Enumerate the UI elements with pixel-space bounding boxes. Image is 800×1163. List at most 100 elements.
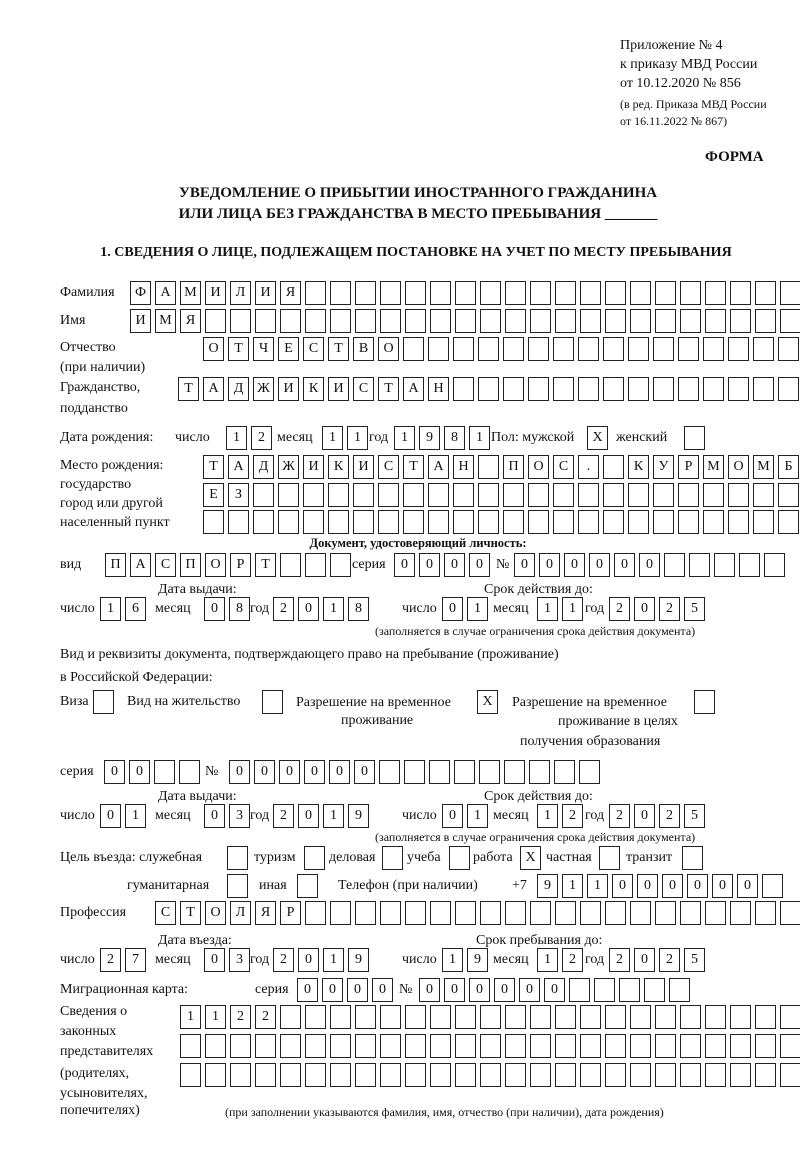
char-box[interactable] — [578, 510, 599, 534]
char-box[interactable] — [179, 760, 200, 784]
char-box[interactable]: А — [130, 553, 151, 577]
char-box[interactable] — [280, 309, 301, 333]
char-box[interactable] — [480, 1034, 501, 1058]
char-box[interactable] — [728, 377, 749, 401]
char-box[interactable]: С — [155, 901, 176, 925]
checkbox-box[interactable]: X — [520, 846, 541, 870]
checkbox-box[interactable] — [449, 846, 470, 870]
char-box[interactable]: Б — [778, 455, 799, 479]
char-box[interactable] — [505, 309, 526, 333]
char-box[interactable] — [655, 1005, 676, 1029]
char-box[interactable] — [680, 1005, 701, 1029]
char-box[interactable]: 0 — [442, 597, 463, 621]
checkbox-box[interactable]: X — [587, 426, 608, 450]
char-box[interactable]: 0 — [444, 553, 465, 577]
char-box[interactable] — [728, 510, 749, 534]
char-box[interactable] — [255, 1063, 276, 1087]
char-box[interactable] — [630, 1063, 651, 1087]
char-box[interactable] — [280, 1063, 301, 1087]
char-box[interactable] — [680, 901, 701, 925]
char-box[interactable]: 0 — [372, 978, 393, 1002]
char-box[interactable] — [780, 901, 800, 925]
char-box[interactable] — [553, 510, 574, 534]
char-box[interactable] — [605, 1005, 626, 1029]
checkbox-box[interactable] — [599, 846, 620, 870]
char-box[interactable]: Т — [228, 337, 249, 361]
char-box[interactable] — [530, 1005, 551, 1029]
char-box[interactable] — [680, 281, 701, 305]
char-box[interactable]: А — [428, 455, 449, 479]
char-box[interactable]: 2 — [609, 597, 630, 621]
char-box[interactable] — [630, 1005, 651, 1029]
char-box[interactable]: М — [155, 309, 176, 333]
char-box[interactable]: 2 — [562, 948, 583, 972]
char-box[interactable]: 1 — [469, 426, 490, 450]
char-box[interactable] — [619, 978, 640, 1002]
char-box[interactable] — [778, 337, 799, 361]
char-box[interactable] — [429, 760, 450, 784]
char-box[interactable] — [228, 510, 249, 534]
char-box[interactable]: 2 — [273, 948, 294, 972]
char-box[interactable] — [678, 510, 699, 534]
char-box[interactable] — [628, 510, 649, 534]
char-box[interactable] — [330, 553, 351, 577]
char-box[interactable] — [505, 1005, 526, 1029]
char-box[interactable] — [530, 1063, 551, 1087]
purpose-other-checkbox[interactable] — [297, 874, 318, 898]
char-box[interactable]: 1 — [587, 874, 608, 898]
char-box[interactable]: А — [228, 455, 249, 479]
char-box[interactable]: 1 — [180, 1005, 201, 1029]
char-box[interactable]: О — [528, 455, 549, 479]
checkbox-box[interactable] — [227, 874, 248, 898]
char-box[interactable]: 1 — [537, 948, 558, 972]
char-box[interactable]: 5 — [684, 948, 705, 972]
char-box[interactable] — [664, 553, 685, 577]
char-box[interactable] — [628, 483, 649, 507]
char-box[interactable]: 0 — [329, 760, 350, 784]
char-box[interactable] — [579, 760, 600, 784]
char-box[interactable] — [478, 337, 499, 361]
char-box[interactable]: 9 — [348, 948, 369, 972]
char-box[interactable] — [430, 901, 451, 925]
char-box[interactable] — [705, 281, 726, 305]
temp-residence-edu-checkbox[interactable] — [694, 690, 715, 714]
char-box[interactable] — [603, 337, 624, 361]
char-box[interactable] — [380, 1005, 401, 1029]
char-box[interactable] — [605, 281, 626, 305]
char-box[interactable] — [328, 510, 349, 534]
char-box[interactable] — [330, 281, 351, 305]
char-box[interactable] — [353, 483, 374, 507]
char-box[interactable]: М — [753, 455, 774, 479]
checkbox-box[interactable] — [93, 690, 114, 714]
char-box[interactable] — [705, 1005, 726, 1029]
char-box[interactable] — [380, 281, 401, 305]
char-box[interactable] — [455, 1034, 476, 1058]
char-box[interactable] — [530, 901, 551, 925]
char-box[interactable]: Н — [453, 455, 474, 479]
checkbox-box[interactable] — [682, 846, 703, 870]
char-box[interactable] — [478, 455, 499, 479]
char-box[interactable] — [430, 281, 451, 305]
char-box[interactable] — [428, 510, 449, 534]
char-box[interactable] — [555, 281, 576, 305]
char-box[interactable] — [303, 483, 324, 507]
char-box[interactable] — [505, 1063, 526, 1087]
char-box[interactable] — [380, 309, 401, 333]
char-box[interactable] — [380, 1034, 401, 1058]
char-box[interactable] — [503, 483, 524, 507]
char-box[interactable] — [405, 1034, 426, 1058]
char-box[interactable]: 2 — [251, 426, 272, 450]
char-box[interactable]: 1 — [537, 597, 558, 621]
char-box[interactable]: 1 — [100, 597, 121, 621]
char-box[interactable]: 2 — [100, 948, 121, 972]
char-box[interactable] — [355, 1034, 376, 1058]
char-box[interactable] — [554, 760, 575, 784]
char-box[interactable] — [705, 309, 726, 333]
